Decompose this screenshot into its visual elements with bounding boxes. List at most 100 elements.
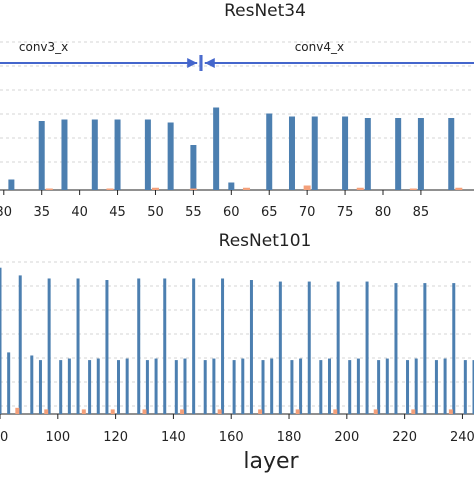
resnet101-series-1-bar	[308, 282, 311, 414]
resnet101-x-tick-label: 80	[0, 430, 8, 445]
resnet34-series-1-bar	[228, 183, 234, 191]
resnet101-series-1-bar	[88, 360, 91, 414]
resnet101-series-1-bar	[77, 278, 80, 414]
resnet101-series-2-bar	[333, 409, 337, 414]
resnet34-x-tick-label: 45	[109, 205, 126, 220]
resnet34-series-1-bar	[8, 180, 14, 191]
resnet101-series-2-bar	[15, 408, 19, 414]
resnet34-series-1-bar	[190, 145, 196, 190]
resnet101-series-2-bar	[143, 409, 147, 414]
resnet34-series-2-bar	[152, 188, 159, 190]
resnet101-series-1-bar	[366, 282, 369, 414]
resnet101-series-1-bar	[7, 352, 10, 414]
resnet101-series-1-bar	[279, 282, 282, 414]
resnet101-series-2-bar	[180, 409, 184, 414]
resnet34-series-1-bar	[342, 117, 348, 191]
resnet101-series-1-bar	[39, 360, 42, 414]
resnet101-series-1-bar	[68, 359, 71, 414]
resnet101-series-1-bar	[444, 359, 447, 414]
resnet101-series-1-bar	[386, 359, 389, 414]
resnet34-x-tick-label: 85	[413, 205, 430, 220]
resnet34-title: ResNet34	[224, 1, 306, 21]
resnet101-series-2-bar	[411, 409, 415, 414]
resnet101-series-1-bar	[30, 355, 33, 414]
resnet101-series-1-bar	[464, 360, 467, 414]
resnet101-series-1-bar	[137, 278, 140, 414]
resnet34-series-1-bar	[418, 118, 424, 190]
resnet34-stage-arrowhead	[187, 58, 197, 68]
resnet101-series-1-bar	[290, 360, 293, 414]
resnet101-series-1-bar	[348, 360, 351, 414]
resnet101-series-2-bar	[374, 409, 378, 414]
resnet34-x-tick-label: 40	[71, 205, 88, 220]
resnet34-series-1-bar	[365, 118, 371, 190]
resnet101-series-1-bar	[415, 359, 418, 414]
resnet34-stage-arrowhead	[205, 58, 215, 68]
resnet34-series-1-bar	[395, 118, 401, 190]
resnet101-series-2-bar	[44, 409, 48, 414]
resnet34-x-tick-label: 80	[375, 205, 392, 220]
resnet101-series-1-bar	[97, 359, 100, 414]
resnet34-series-2-bar	[410, 189, 417, 191]
resnet34-series-1-bar	[145, 120, 151, 191]
resnet34-x-tick-label: 70	[299, 205, 316, 220]
resnet101-x-tick-label: 240	[450, 430, 474, 445]
resnet101-series-1-bar	[377, 360, 380, 414]
resnet101-series-1-bar	[357, 359, 360, 414]
resnet101-x-tick-label: 220	[392, 430, 417, 445]
resnet34-x-tick-label: 30	[0, 205, 12, 220]
resnet101-series-1-bar	[328, 359, 331, 414]
resnet34-x-tick-label: 60	[223, 205, 240, 220]
resnet34-series-1-bar	[39, 121, 45, 190]
resnet101-series-1-bar	[406, 360, 409, 414]
resnet34-x-tick-label: 55	[185, 205, 202, 220]
resnet101-series-1-bar	[192, 278, 195, 414]
resnet34-series-2-bar	[190, 189, 197, 191]
resnet101-series-1-bar	[435, 360, 438, 414]
resnet34-series-2-bar	[46, 189, 53, 191]
resnet101-series-1-bar	[19, 275, 22, 414]
resnet34-series-1-bar	[92, 120, 98, 191]
resnet101-x-tick-label: 180	[277, 430, 302, 445]
resnet34-stage-label: conv4_x	[295, 40, 344, 54]
resnet101-series-1-bar	[233, 360, 236, 414]
resnet101-series-1-bar	[337, 282, 340, 414]
resnet101-x-tick-label: 160	[219, 430, 244, 445]
resnet101-series-2-bar	[296, 409, 300, 414]
resnet34-series-1-bar	[61, 120, 67, 191]
resnet101-series-1-bar	[423, 283, 426, 414]
resnet101-series-1-bar	[59, 360, 62, 414]
resnet101-series-2-bar	[111, 409, 115, 414]
resnet34-series-2-bar	[304, 186, 311, 191]
resnet34-x-tick-label: 35	[33, 205, 50, 220]
resnet101-series-1-bar	[250, 280, 253, 414]
resnet34-series-2-bar	[106, 189, 113, 191]
resnet101-series-1-bar	[117, 360, 120, 414]
resnet101-series-1-bar	[262, 360, 265, 414]
resnet101-series-1-bar	[105, 280, 108, 414]
resnet34-series-1-bar	[266, 114, 272, 191]
resnet101-series-1-bar	[175, 360, 178, 414]
resnet101-x-tick-label: 120	[103, 430, 128, 445]
resnet34-series-2-bar	[455, 188, 462, 190]
resnet101-series-1-bar	[319, 360, 322, 414]
resnet34-series-1-bar	[115, 120, 121, 191]
resnet34-series-1-bar	[213, 108, 219, 191]
resnet101-series-1-bar	[155, 359, 158, 414]
resnet34-series-1-bar	[312, 117, 318, 191]
resnet101-series-1-bar	[452, 283, 455, 414]
resnet101-title: ResNet101	[219, 231, 312, 251]
resnet101-series-1-bar	[126, 359, 129, 414]
resnet101-x-tick-label: 100	[45, 430, 70, 445]
resnet101-x-tick-label: 140	[161, 430, 186, 445]
resnet101-series-1-bar	[204, 360, 207, 414]
resnet101-series-1-bar	[163, 278, 166, 414]
resnet101-series-1-bar	[183, 359, 186, 414]
resnet101-series-1-bar	[241, 359, 244, 414]
resnet101-series-1-bar	[270, 359, 273, 414]
resnet34-x-tick-label: 50	[147, 205, 164, 220]
resnet34-series-2-bar	[357, 188, 364, 190]
resnet101-series-1-bar	[394, 283, 397, 414]
resnet101-x-tick-label: 200	[334, 430, 359, 445]
